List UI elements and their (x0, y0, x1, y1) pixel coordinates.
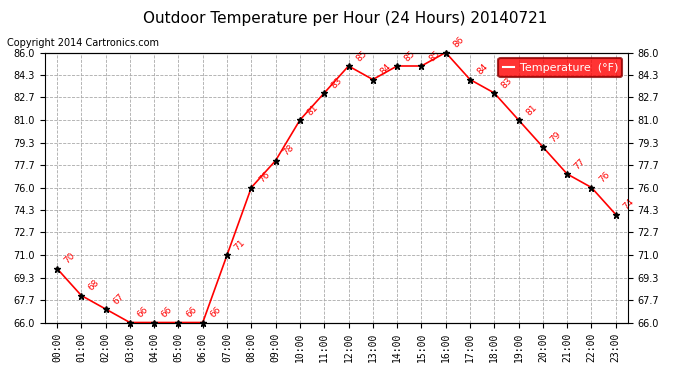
Text: 68: 68 (87, 278, 101, 293)
Text: 84: 84 (378, 62, 393, 77)
Text: 70: 70 (63, 251, 77, 266)
Text: 71: 71 (233, 238, 247, 252)
Text: 66: 66 (208, 305, 223, 320)
Text: 66: 66 (184, 305, 199, 320)
Text: 81: 81 (306, 103, 320, 117)
Text: 81: 81 (524, 103, 539, 117)
Text: Copyright 2014 Cartronics.com: Copyright 2014 Cartronics.com (7, 38, 159, 48)
Text: 76: 76 (597, 170, 611, 185)
Text: 74: 74 (621, 197, 635, 212)
Text: 67: 67 (111, 292, 126, 306)
Text: 77: 77 (573, 157, 587, 171)
Text: 85: 85 (427, 49, 442, 63)
Text: 76: 76 (257, 170, 271, 185)
Text: 66: 66 (135, 305, 150, 320)
Text: 86: 86 (451, 35, 466, 50)
Text: Outdoor Temperature per Hour (24 Hours) 20140721: Outdoor Temperature per Hour (24 Hours) … (143, 11, 547, 26)
Text: 83: 83 (500, 76, 514, 90)
Text: 66: 66 (159, 305, 174, 320)
Text: 79: 79 (549, 130, 563, 144)
Text: 85: 85 (403, 49, 417, 63)
Text: 78: 78 (282, 143, 296, 158)
Text: 83: 83 (330, 76, 344, 90)
Text: 84: 84 (475, 62, 490, 77)
Legend: Temperature  (°F): Temperature (°F) (498, 58, 622, 77)
Text: 85: 85 (354, 49, 368, 63)
